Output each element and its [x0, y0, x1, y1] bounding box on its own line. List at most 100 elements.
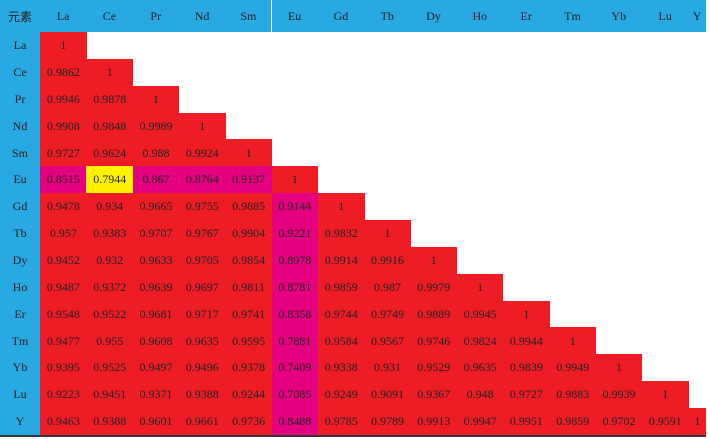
value-cell: 0.9221	[271, 220, 319, 248]
value-cell: 0.932	[86, 246, 134, 275]
row-label: Tm	[0, 327, 40, 355]
row-label: Sm	[0, 139, 40, 167]
value-cell: 0.9947	[456, 408, 504, 436]
value-cell: 1	[225, 139, 272, 167]
header-cell: Dy	[410, 0, 457, 32]
value-cell: 0.9608	[132, 327, 180, 355]
value-cell: 0.934	[86, 193, 134, 221]
value-cell: 0.9883	[549, 381, 597, 409]
value-cell: 0.9904	[225, 220, 272, 248]
value-cell: 0.9878	[86, 85, 134, 114]
value-cell: 0.9707	[132, 220, 180, 248]
value-cell: 0.9854	[225, 246, 272, 275]
row-label: La	[0, 32, 40, 60]
value-cell: 0.9939	[595, 381, 643, 409]
value-cell: 0.9591	[641, 408, 689, 436]
value-cell: 0.9635	[456, 354, 504, 382]
value-cell: 0.9529	[410, 354, 458, 382]
value-cell: 0.9496	[178, 354, 226, 382]
value-cell: 0.9091	[364, 381, 411, 409]
value-cell: 0.9338	[317, 354, 365, 382]
value-cell: 1	[549, 327, 597, 355]
value-cell: 0.8358	[271, 300, 319, 328]
value-cell: 0.9383	[86, 220, 134, 248]
value-cell: 0.9223	[40, 381, 87, 409]
value-cell: 0.7881	[271, 327, 319, 355]
value-cell: 1	[178, 112, 226, 140]
bottom-rule	[0, 435, 706, 437]
value-cell: 0.9916	[364, 246, 411, 275]
value-cell: 0.9946	[40, 85, 87, 114]
value-cell: 0.9249	[317, 381, 365, 409]
row-label: Pr	[0, 85, 40, 114]
value-cell: 0.9388	[178, 381, 226, 409]
value-cell: 0.9717	[178, 300, 226, 328]
row-label: Y	[0, 408, 40, 436]
value-cell: 0.9661	[178, 408, 226, 436]
header-cell: 元素	[0, 0, 40, 32]
value-cell: 0.9452	[40, 246, 87, 275]
header-cell: Tm	[549, 0, 596, 32]
header-cell: Lu	[641, 0, 689, 32]
value-cell: 0.9727	[503, 381, 550, 409]
value-cell: 0.9639	[132, 273, 180, 302]
value-cell: 0.9832	[317, 220, 365, 248]
row-label: Tb	[0, 220, 40, 248]
header-cell: Eu	[271, 0, 318, 32]
value-cell: 0.948	[456, 381, 504, 409]
value-cell: 0.9584	[317, 327, 365, 355]
value-cell: 0.9463	[40, 408, 87, 436]
value-cell: 0.9727	[40, 139, 87, 167]
row-label: Ce	[0, 58, 40, 87]
value-cell: 0.9702	[595, 408, 643, 436]
value-cell: 0.9885	[225, 193, 272, 221]
header-cell: La	[40, 0, 87, 32]
value-cell: 0.9681	[132, 300, 180, 328]
value-cell: 0.9859	[549, 408, 597, 436]
row-label: Eu	[0, 166, 40, 194]
value-cell: 0.9244	[225, 381, 272, 409]
value-cell: 0.9989	[132, 112, 180, 140]
value-cell: 0.9601	[132, 408, 180, 436]
value-cell: 0.9924	[178, 139, 226, 167]
value-cell: 0.9371	[132, 381, 180, 409]
value-cell: 0.9824	[456, 327, 504, 355]
header-cell: Tb	[364, 0, 411, 32]
value-cell: 0.9908	[40, 112, 87, 140]
header-cell: Nd	[178, 0, 226, 32]
value-cell: 0.8764	[178, 166, 226, 194]
value-cell: 0.9137	[225, 166, 272, 194]
value-cell: 1	[132, 85, 180, 114]
value-cell: 0.9665	[132, 193, 180, 221]
header-cell: Gd	[317, 0, 365, 32]
value-cell: 0.7409	[271, 354, 319, 382]
value-cell: 0.9862	[40, 58, 87, 87]
value-cell: 0.955	[86, 327, 134, 355]
value-cell: 1	[271, 166, 319, 194]
row-label: Ho	[0, 273, 40, 302]
value-cell: 0.9697	[178, 273, 226, 302]
value-cell: 0.9522	[86, 300, 134, 328]
value-cell: 0.9367	[410, 381, 458, 409]
value-cell: 0.9848	[86, 112, 134, 140]
value-cell: 0.8781	[271, 273, 319, 302]
value-cell: 0.9497	[132, 354, 180, 382]
value-cell: 0.9635	[178, 327, 226, 355]
value-cell: 0.9736	[225, 408, 272, 436]
value-cell: 0.9477	[40, 327, 87, 355]
value-cell: 1	[503, 300, 550, 328]
value-cell: 0.9767	[178, 220, 226, 248]
value-cell: 0.867	[132, 166, 180, 194]
value-cell: 0.987	[364, 273, 411, 302]
value-cell: 0.9388	[86, 408, 134, 436]
value-cell: 0.9889	[410, 300, 458, 328]
value-cell: 1	[40, 32, 87, 60]
header-cell: Ho	[456, 0, 503, 32]
value-cell: 0.9944	[503, 327, 550, 355]
value-cell: 0.9525	[86, 354, 134, 382]
value-cell: 0.9451	[86, 381, 134, 409]
header-cell: Sm	[225, 0, 272, 32]
value-cell: 0.9395	[40, 354, 87, 382]
value-cell: 0.9624	[86, 139, 134, 167]
value-cell: 0.9755	[178, 193, 226, 221]
